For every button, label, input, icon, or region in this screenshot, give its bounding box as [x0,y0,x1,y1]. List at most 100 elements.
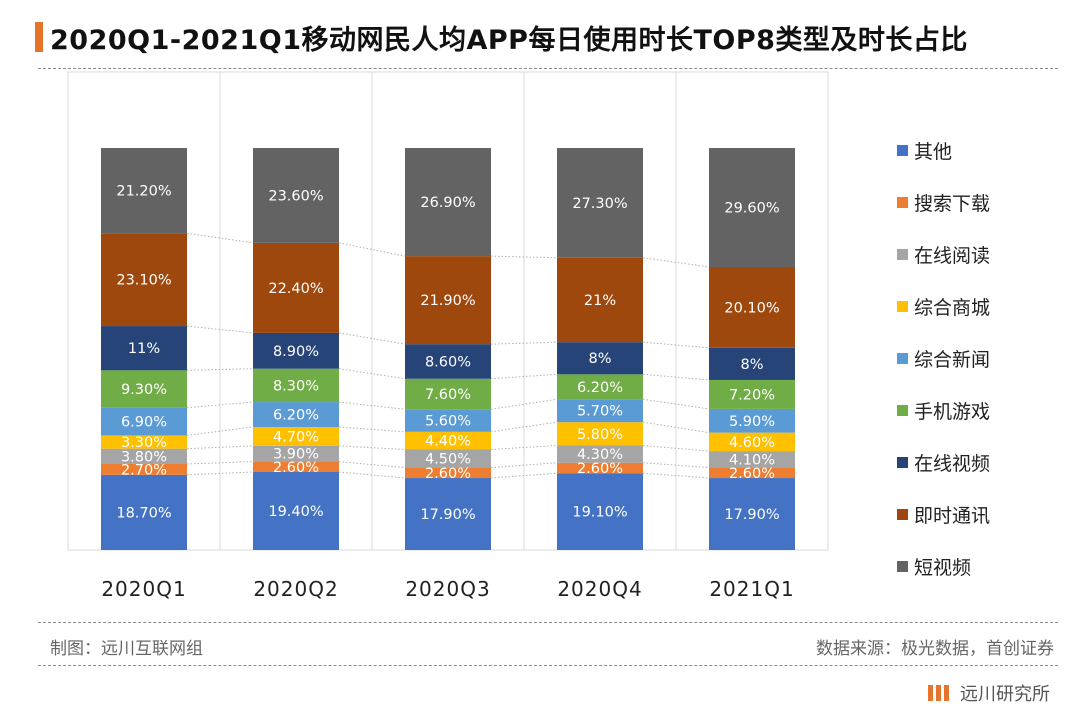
series-connector [338,242,406,257]
data-label: 6.20% [577,380,623,396]
category-label: 2020Q3 [405,577,490,601]
category-label: 2021Q1 [709,577,794,601]
title-accent-bar [35,22,43,52]
series-connector [642,341,710,349]
data-label: 8.30% [273,378,319,394]
data-label: 7.60% [425,387,471,403]
bar-segment [101,148,187,234]
data-label: 9.30% [121,382,167,398]
bar-segment [101,407,187,436]
brand: 远川研究所 [928,680,1050,706]
data-label: 29.60% [724,200,779,216]
data-label: 21% [584,293,616,309]
series-connector [186,232,254,244]
data-label: 3.80% [121,449,167,465]
bar-segment [253,426,339,446]
legend-item: 综合商城 [897,280,1067,332]
data-label: 5.60% [425,414,471,430]
series-connector [642,373,710,381]
bar-segment [405,378,491,410]
category-label: 2020Q1 [101,577,186,601]
series-connector [186,325,254,334]
bar-segment [405,344,491,379]
series-connector [338,426,406,433]
bar-segment [101,474,187,550]
bar-segment [253,461,339,473]
bar-segment [101,326,187,371]
legend-item: 其他 [897,124,1067,176]
bar-segment [557,342,643,375]
bar-segment [405,256,491,345]
data-label: 19.40% [268,504,323,520]
data-label: 17.90% [420,507,475,523]
brand-name: 远川研究所 [960,684,1050,705]
bar-segment [557,473,643,550]
bar-segment [709,408,795,433]
data-label: 21.90% [420,293,475,309]
data-label: 23.10% [116,273,171,289]
series-connector [490,472,558,479]
data-label: 4.60% [729,435,775,451]
data-label: 2.60% [729,466,775,482]
bar-segment [405,467,491,479]
bar-segment [405,478,491,550]
legend-item: 手机游戏 [897,384,1067,436]
legend-item: 在线阅读 [897,228,1067,280]
data-label: 2.60% [273,460,319,476]
bar-segment [405,449,491,468]
data-label: 5.70% [577,404,623,420]
brand-logo-icon [928,685,952,701]
bar-segment [101,233,187,327]
bar-segment [709,379,795,409]
data-label: 4.40% [425,434,471,450]
legend-swatch [897,456,908,468]
bar-segment [709,478,795,550]
legend-label: 在线视频 [914,452,991,475]
bar-segment [709,451,795,468]
series-connector [186,401,254,409]
data-label: 2.60% [577,461,623,477]
series-connector [490,373,558,380]
bar-segment [709,347,795,380]
data-label: 4.30% [577,447,623,463]
series-connector [186,445,254,450]
series-connector [642,462,710,469]
legend-item: 综合新闻 [897,332,1067,384]
bar-segment [405,409,491,432]
bar-segment [253,332,339,369]
data-label: 8.60% [425,354,471,370]
data-label: 27.30% [572,196,627,212]
legend-item: 短视频 [897,540,1067,592]
series-connector [186,471,254,476]
series-connector [338,401,406,410]
bar-segment [557,422,643,446]
data-label: 7.20% [729,387,775,403]
series-connector [338,445,406,450]
series-connector [490,462,558,469]
data-label: 8% [588,351,611,367]
data-label: 6.20% [273,408,319,424]
bar-segment [253,472,339,550]
bar-segment [709,432,795,452]
legend-item: 搜索下载 [897,176,1067,228]
bar-segment [709,266,795,348]
bar-segment [557,374,643,400]
category-label: 2020Q2 [253,577,338,601]
data-label: 3.30% [121,435,167,451]
series-connector [642,421,710,434]
data-label: 17.90% [724,507,779,523]
series-connector [338,368,406,380]
series-connector [490,421,558,433]
bar-segment [101,370,187,408]
category-label: 2020Q4 [557,577,642,601]
legend-swatch [897,508,908,520]
legend-swatch [897,404,908,416]
bar-segment [405,431,491,450]
title-divider [38,68,1058,69]
series-connector [338,332,406,345]
legend-label: 在线阅读 [914,244,991,267]
bar-segment [101,463,187,475]
data-label: 21.20% [116,184,171,200]
series-connector [338,471,406,479]
legend-label: 手机游戏 [914,400,991,423]
